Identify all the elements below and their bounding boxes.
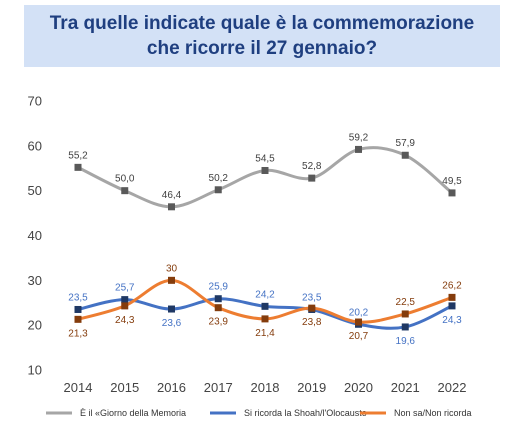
data-point-non-sa — [261, 315, 269, 323]
data-point-shoah — [261, 302, 269, 310]
data-label-non-sa: 30 — [166, 263, 178, 274]
data-point-non-sa — [308, 304, 316, 312]
data-point-memoria — [121, 187, 129, 195]
data-point-non-sa — [448, 293, 456, 301]
data-label-shoah: 23,5 — [68, 292, 88, 303]
data-point-memoria — [448, 189, 456, 197]
chart-title: Tra quelle indicate quale è la commemora… — [49, 13, 475, 59]
y-tick-label: 30 — [28, 273, 42, 288]
data-label-memoria: 54,5 — [255, 153, 275, 164]
data-label-shoah: 20,2 — [349, 307, 369, 318]
data-label-shoah: 25,9 — [209, 282, 229, 293]
data-label-memoria: 50,0 — [115, 174, 135, 185]
x-tick-label: 2016 — [157, 380, 186, 395]
data-label-shoah: 23,5 — [302, 292, 322, 303]
data-label-memoria: 52,8 — [302, 161, 322, 172]
data-label-memoria: 49,5 — [442, 176, 462, 187]
data-point-memoria — [168, 203, 175, 211]
data-label-memoria: 57,9 — [396, 138, 416, 149]
x-tick-label: 2014 — [64, 380, 93, 395]
data-label-non-sa: 26,2 — [442, 280, 462, 291]
data-point-shoah — [74, 305, 82, 313]
data-point-memoria — [261, 166, 269, 174]
y-tick-label: 20 — [28, 318, 42, 333]
data-label-non-sa: 23,9 — [209, 317, 229, 328]
data-label-shoah: 24,2 — [255, 289, 275, 300]
x-tick-label: 2022 — [438, 380, 467, 395]
data-point-memoria — [308, 174, 316, 182]
x-tick-label: 2017 — [204, 380, 233, 395]
data-label-memoria: 46,4 — [162, 190, 182, 201]
data-label-non-sa: 24,3 — [115, 315, 135, 326]
data-point-non-sa — [355, 318, 362, 326]
data-label-shoah: 19,6 — [396, 336, 416, 347]
legend-label-non-sa: Non sa/Non ricorda — [394, 408, 472, 418]
data-label-non-sa: 21,3 — [68, 328, 88, 339]
data-label-non-sa: 23,8 — [302, 317, 322, 328]
data-point-shoah — [448, 302, 456, 310]
y-tick-label: 40 — [28, 228, 42, 243]
data-point-non-sa — [401, 310, 409, 318]
data-label-non-sa: 22,5 — [396, 297, 416, 308]
data-label-shoah: 23,6 — [162, 318, 182, 329]
data-point-memoria — [214, 186, 222, 194]
data-label-shoah: 24,3 — [442, 315, 462, 326]
y-tick-label: 10 — [28, 363, 42, 378]
data-point-memoria — [74, 163, 82, 171]
y-tick-label: 60 — [28, 138, 42, 153]
x-tick-label: 2020 — [344, 380, 373, 395]
legend-label-shoah: Si ricorda la Shoah/l'Olocausto — [244, 408, 367, 418]
x-tick-label: 2021 — [391, 380, 420, 395]
data-point-non-sa — [214, 304, 222, 312]
data-point-non-sa — [74, 315, 82, 323]
legend-label-memoria: È il «Giorno della Memoria — [80, 408, 186, 418]
x-tick-label: 2015 — [110, 380, 139, 395]
data-point-non-sa — [168, 276, 175, 284]
data-point-non-sa — [121, 302, 129, 310]
data-point-shoah — [214, 295, 222, 303]
data-label-memoria: 59,2 — [349, 132, 369, 143]
chart-title-box: Tra quelle indicate quale è la commemora… — [24, 5, 500, 67]
data-label-shoah: 25,7 — [115, 283, 135, 294]
y-tick-label: 70 — [28, 94, 42, 109]
data-point-shoah — [121, 296, 129, 304]
data-label-non-sa: 21,4 — [255, 328, 275, 339]
data-point-memoria — [401, 151, 409, 159]
data-label-non-sa: 20,7 — [349, 331, 369, 342]
x-tick-label: 2018 — [251, 380, 280, 395]
data-point-memoria — [355, 145, 362, 153]
data-label-memoria: 55,2 — [68, 150, 88, 161]
data-point-shoah — [168, 305, 175, 313]
data-label-memoria: 50,2 — [209, 173, 229, 184]
x-tick-label: 2019 — [297, 380, 326, 395]
data-point-shoah — [401, 323, 409, 331]
y-tick-label: 50 — [28, 183, 42, 198]
